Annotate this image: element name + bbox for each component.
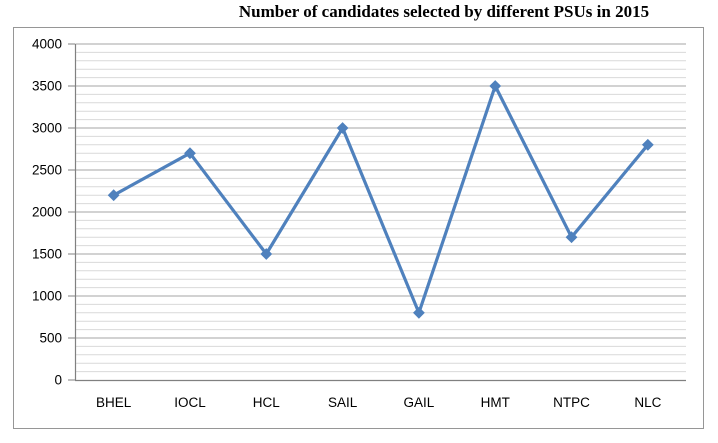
x-category-label: NTPC bbox=[553, 395, 590, 410]
data-point-marker bbox=[641, 138, 654, 151]
x-category-label: HMT bbox=[481, 395, 510, 410]
data-point-marker bbox=[489, 80, 502, 92]
data-point-marker bbox=[336, 122, 349, 134]
y-tick-label: 3500 bbox=[32, 79, 62, 94]
data-line bbox=[112, 84, 650, 315]
y-tick-label: 1500 bbox=[32, 247, 62, 262]
data-point-marker bbox=[412, 306, 425, 319]
data-point-marker bbox=[184, 147, 196, 160]
data-point-marker bbox=[260, 248, 273, 260]
x-category-label: GAIL bbox=[404, 395, 435, 410]
x-category-label: NLC bbox=[634, 395, 661, 410]
y-tick-label: 1000 bbox=[32, 289, 62, 304]
y-tick-label: 2500 bbox=[32, 163, 62, 178]
y-tick-label: 500 bbox=[39, 331, 62, 346]
y-tick-label: 2000 bbox=[32, 205, 62, 220]
x-category-label: IOCL bbox=[174, 395, 206, 410]
chart-title: Number of candidates selected by differe… bbox=[238, 2, 650, 21]
x-category-label: SAIL bbox=[328, 395, 358, 410]
x-category-label: HCL bbox=[253, 395, 280, 410]
x-category-label: BHEL bbox=[96, 395, 132, 410]
y-tick-label: 4000 bbox=[32, 37, 62, 52]
y-tick-label: 0 bbox=[54, 373, 62, 388]
data-point-marker bbox=[565, 231, 578, 244]
y-tick-label: 3000 bbox=[32, 121, 62, 136]
data-point-marker bbox=[107, 189, 120, 202]
